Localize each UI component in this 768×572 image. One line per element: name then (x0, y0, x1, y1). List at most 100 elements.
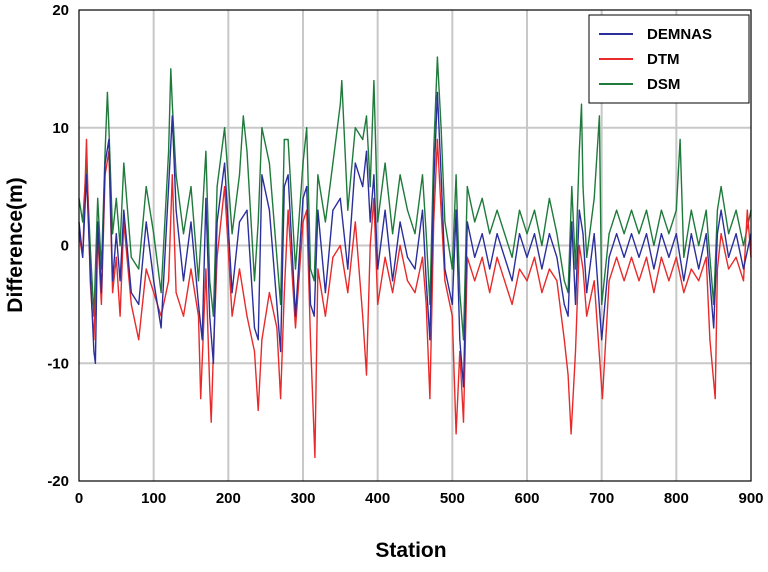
data-point-dtm-58 (384, 256, 386, 258)
data-point-demnas-56 (373, 174, 375, 176)
data-point-demnas-91 (578, 209, 580, 211)
data-point-dsm-57 (369, 186, 371, 188)
data-point-demnas-31 (231, 292, 233, 294)
data-point-dtm-23 (197, 315, 200, 317)
data-point-dsm-64 (414, 233, 416, 235)
data-point-demnas-21 (175, 209, 177, 211)
data-point-demnas-101 (645, 233, 648, 235)
data-point-demnas-13 (123, 209, 125, 211)
data-point-dtm-87 (563, 339, 565, 341)
data-point-dtm-114 (728, 268, 730, 270)
data-point-dtm-88 (567, 374, 569, 376)
data-point-demnas-27 (209, 315, 211, 317)
data-point-dsm-1 (82, 221, 84, 223)
data-point-dtm-30 (224, 186, 226, 188)
data-point-dsm-52 (341, 80, 343, 82)
data-point-dtm-24 (200, 397, 202, 400)
data-point-dtm-77 (489, 292, 491, 294)
data-point-demnas-44 (306, 186, 308, 188)
data-point-dtm-43 (302, 221, 304, 223)
data-point-demnas-50 (339, 197, 341, 199)
data-point-dsm-46 (309, 268, 312, 270)
data-point-dsm-43 (294, 268, 297, 270)
data-point-demnas-9 (108, 138, 110, 141)
x-axis-ticks: 0 100 200 300 400 500 600 700 800 900 (75, 490, 764, 507)
series-line-demnas (78, 91, 752, 388)
data-point-demnas-75 (474, 256, 476, 258)
data-point-demnas-82 (526, 256, 528, 258)
data-point-demnas-78 (496, 233, 498, 235)
legend-label-dsm: DSM (647, 76, 680, 93)
data-point-demnas-48 (324, 292, 326, 294)
data-point-dsm-68 (433, 150, 435, 152)
data-point-dsm-109 (675, 209, 677, 211)
data-point-demnas-33 (246, 209, 248, 211)
data-point-dtm-50 (339, 244, 341, 247)
y-tick-label-2: 0 (61, 238, 69, 255)
data-point-demnas-12 (119, 280, 121, 282)
data-point-dtm-117 (746, 209, 748, 211)
data-point-dtm-22 (190, 268, 192, 270)
data-point-dsm-31 (231, 233, 233, 235)
data-point-dsm-94 (580, 103, 583, 105)
data-point-demnas-116 (742, 268, 745, 270)
data-point-dsm-115 (709, 256, 711, 258)
data-point-demnas-79 (504, 256, 506, 258)
data-point-demnas-109 (705, 233, 707, 235)
series-lines (78, 56, 752, 459)
data-point-dsm-23 (182, 233, 185, 235)
data-point-dsm-65 (421, 174, 424, 176)
data-point-dtm-103 (660, 256, 663, 258)
data-point-demnas-66 (433, 186, 435, 188)
data-point-demnas-87 (563, 303, 565, 305)
y-tick-label-1: -10 (47, 355, 69, 372)
data-point-dtm-38 (276, 327, 278, 329)
data-point-demnas-54 (365, 150, 368, 152)
data-point-dsm-8 (106, 91, 108, 94)
data-point-dtm-32 (238, 268, 241, 270)
data-point-demnas-72 (459, 339, 461, 341)
data-point-dtm-55 (369, 244, 371, 247)
data-point-dsm-75 (462, 339, 465, 341)
data-point-dtm-91 (578, 244, 580, 247)
data-point-demnas-2 (85, 174, 88, 176)
data-point-demnas-100 (638, 256, 640, 258)
data-point-demnas-92 (582, 233, 584, 235)
plot-frame (78, 9, 752, 482)
data-point-dsm-49 (324, 221, 326, 223)
data-point-dsm-71 (444, 221, 446, 223)
data-point-demnas-81 (518, 233, 521, 235)
data-point-demnas-108 (698, 268, 700, 270)
y-axis-ticks: -20 -10 0 10 20 (47, 2, 69, 490)
legend: DEMNAS DTM DSM (588, 14, 750, 104)
data-point-dtm-84 (541, 292, 543, 294)
data-point-dtm-68 (440, 209, 442, 211)
data-point-dsm-40 (280, 303, 282, 305)
data-point-demnas-11 (115, 233, 117, 235)
data-point-dtm-109 (705, 256, 707, 258)
data-point-dsm-61 (392, 233, 394, 235)
data-point-dtm-71 (455, 433, 457, 435)
y-tick-label-0: -20 (47, 473, 69, 490)
data-point-demnas-25 (201, 339, 203, 341)
data-point-dsm-72 (451, 268, 453, 270)
data-point-dsm-84 (526, 233, 528, 235)
data-point-dsm-70 (440, 127, 442, 129)
data-point-dsm-107 (660, 209, 663, 211)
data-point-dsm-20 (170, 68, 172, 70)
data-point-dsm-76 (466, 186, 468, 188)
data-point-dsm-28 (212, 315, 214, 317)
data-point-dtm-16 (153, 292, 155, 294)
data-point-dtm-64 (425, 303, 427, 305)
data-point-dsm-25 (197, 280, 200, 282)
data-point-dtm-70 (451, 315, 453, 317)
data-point-demnas-90 (574, 303, 577, 305)
data-point-dsm-111 (683, 256, 685, 258)
data-point-demnas-80 (511, 280, 513, 282)
data-point-dtm-18 (168, 280, 170, 282)
data-point-dsm-12 (119, 244, 121, 247)
data-point-dsm-96 (586, 256, 588, 258)
data-point-dsm-62 (399, 174, 401, 176)
data-point-dsm-108 (668, 233, 670, 235)
data-point-dsm-11 (115, 197, 117, 199)
